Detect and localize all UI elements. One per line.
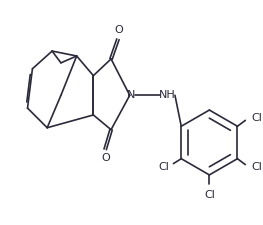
Text: Cl: Cl bbox=[159, 162, 169, 171]
Text: O: O bbox=[102, 153, 110, 163]
Text: Cl: Cl bbox=[204, 190, 215, 200]
Text: O: O bbox=[115, 25, 123, 35]
Text: N: N bbox=[127, 90, 135, 100]
Text: NH: NH bbox=[159, 90, 175, 100]
Text: Cl: Cl bbox=[251, 113, 262, 123]
Text: Cl: Cl bbox=[251, 162, 262, 171]
